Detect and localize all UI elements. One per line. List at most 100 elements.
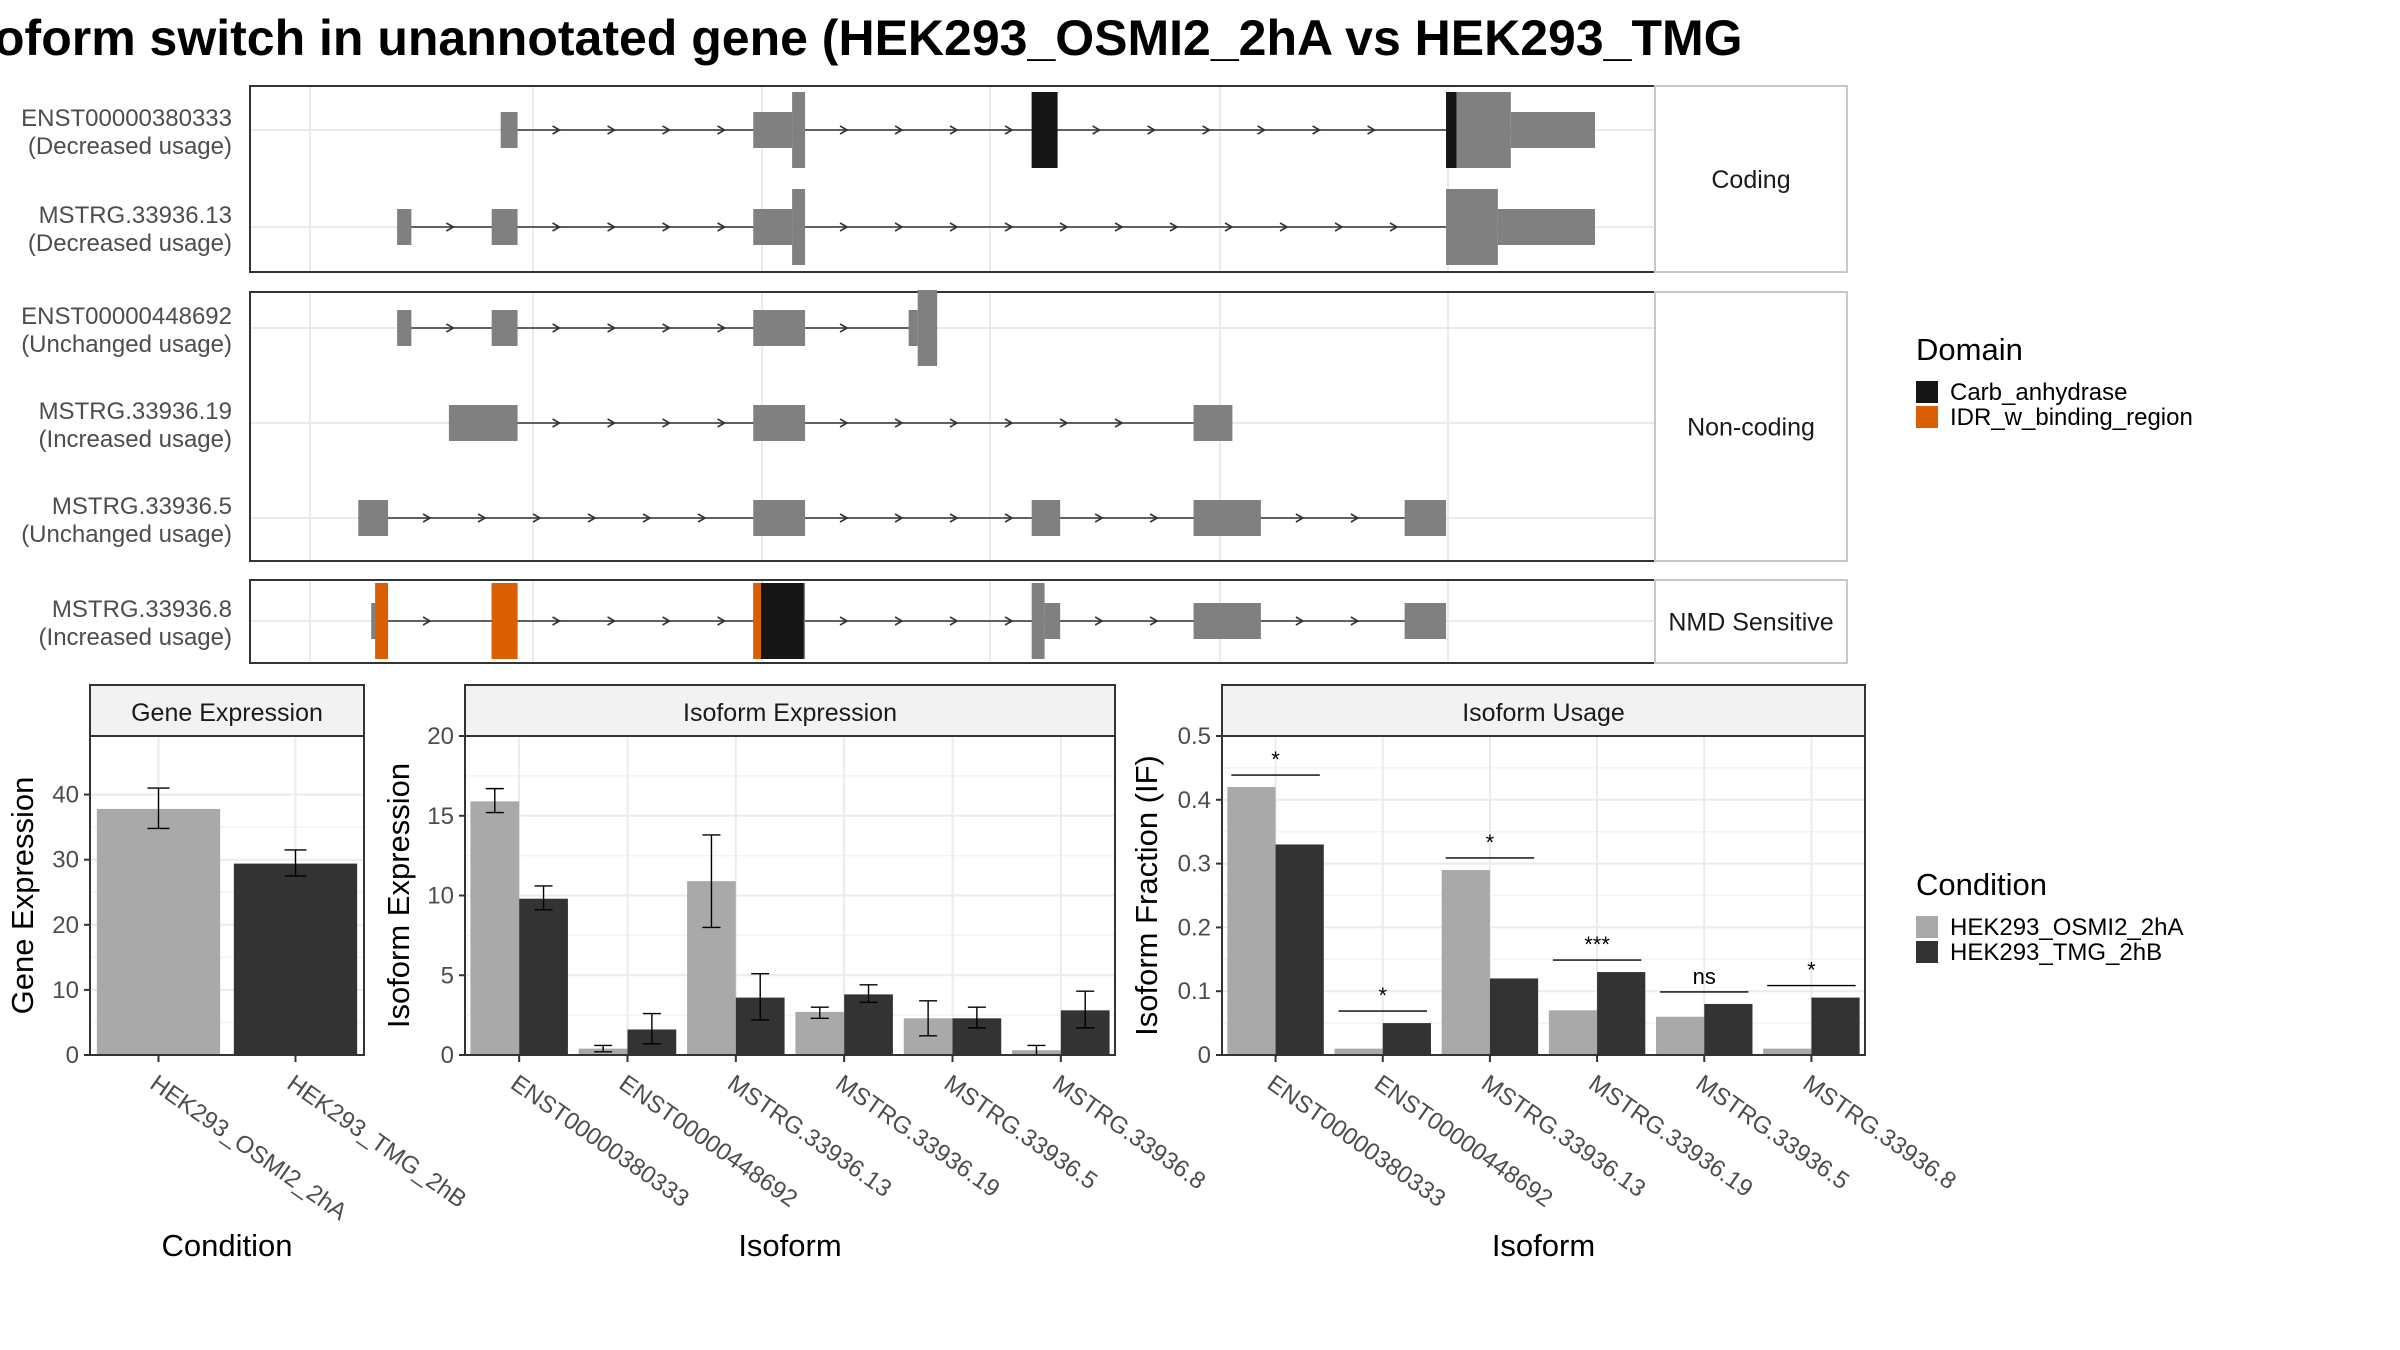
intron-arrow xyxy=(662,418,672,428)
intron-arrow xyxy=(1202,125,1212,135)
y-axis-title: Isoform Fraction (IF) xyxy=(1129,755,1164,1036)
bar xyxy=(1227,787,1276,1055)
bar-panels: Gene Expression010203040HEK293_OSMI2_2hA… xyxy=(5,684,1961,1263)
legend-label: HEK293_OSMI2_2hA xyxy=(1950,914,2183,941)
intron-arrow xyxy=(607,323,617,333)
intron-arrow xyxy=(949,418,959,428)
exon xyxy=(792,92,806,168)
intron-arrow xyxy=(587,513,597,523)
intron-arrow xyxy=(552,616,562,626)
transcript-name-label: MSTRG.33936.8 xyxy=(52,596,232,623)
legend-label: HEK293_TMG_2hB xyxy=(1950,939,2162,966)
condition-legend-title: Condition xyxy=(1916,867,2047,902)
domain-region xyxy=(375,583,389,659)
intron-arrow xyxy=(1114,222,1124,232)
exon xyxy=(1193,405,1233,441)
panel-strip xyxy=(89,684,365,737)
intron-arrow xyxy=(1004,418,1014,428)
bar xyxy=(795,1011,845,1055)
y-tick-label: 10 xyxy=(52,977,79,1004)
intron-arrow xyxy=(662,323,672,333)
significance-label: *** xyxy=(1584,932,1610,957)
y-tick-label: 40 xyxy=(52,782,79,809)
intron-arrow xyxy=(1224,222,1234,232)
exon xyxy=(1031,500,1061,536)
legend-swatch xyxy=(1916,916,1938,938)
exon xyxy=(1404,500,1447,536)
x-axis-title: Isoform xyxy=(1492,1228,1595,1263)
intron-arrow xyxy=(552,418,562,428)
significance-label: * xyxy=(1271,747,1280,772)
legend-swatch xyxy=(1916,941,1938,963)
intron-arrow xyxy=(1004,222,1014,232)
intron-arrow xyxy=(607,616,617,626)
exon xyxy=(1456,92,1511,168)
exon xyxy=(753,310,806,346)
legend-label: IDR_w_binding_region xyxy=(1950,404,2193,431)
bar-panel-2: Isoform Expression 0 5 10 15 20 ENST0000038033… xyxy=(381,684,1210,1263)
panel-border xyxy=(1221,735,1866,1056)
domain-region xyxy=(491,583,518,659)
intron-arrow xyxy=(1334,222,1344,232)
intron-arrow xyxy=(642,513,652,523)
intron-arrow xyxy=(717,418,727,428)
transcript-usage-label: (Unchanged usage) xyxy=(21,331,232,358)
transcript-name-label: ENST00000380333 xyxy=(21,105,232,132)
bar xyxy=(1656,1016,1705,1055)
bar xyxy=(1548,1010,1598,1055)
facet-panel-bg xyxy=(250,86,1655,272)
domain-region xyxy=(761,583,804,659)
bar xyxy=(470,801,520,1055)
intron-arrow xyxy=(1257,125,1267,135)
intron-arrow xyxy=(1092,125,1102,135)
panel-strip-title: Isoform Expression xyxy=(683,699,897,727)
bar xyxy=(1597,972,1646,1055)
y-axis-title: Gene Expression xyxy=(5,777,40,1015)
facet-2: NMD Sensitive MSTRG.33936.8(Increased usa… xyxy=(39,579,1848,664)
intron-arrow xyxy=(894,616,904,626)
bar xyxy=(96,808,221,1055)
significance-label: * xyxy=(1378,983,1387,1008)
transcript-usage-label: (Increased usage) xyxy=(39,426,232,453)
exon xyxy=(397,209,412,245)
intron-arrow xyxy=(477,513,487,523)
facet-strip xyxy=(1654,579,1848,664)
intron-arrow xyxy=(949,125,959,135)
domain-legend: Domain Carb_anhydraseIDR_w_binding_regio… xyxy=(1916,332,2193,431)
y-tick-label: 0.2 xyxy=(1178,914,1211,941)
intron-arrow xyxy=(607,125,617,135)
exon xyxy=(1404,603,1447,639)
x-axis-title: Isoform xyxy=(738,1228,841,1263)
legend-swatch xyxy=(1916,406,1938,428)
intron-arrow xyxy=(1312,125,1322,135)
intron-arrow xyxy=(839,323,849,333)
transcript-name-label: MSTRG.33936.13 xyxy=(39,202,232,229)
y-tick-label: 0 xyxy=(441,1042,454,1069)
intron-arrow xyxy=(894,513,904,523)
y-tick-label: 20 xyxy=(52,912,79,939)
intron-arrow xyxy=(1147,125,1157,135)
intron-arrow xyxy=(949,616,959,626)
y-tick-label: 0.3 xyxy=(1178,851,1211,878)
bar xyxy=(519,898,568,1055)
intron-arrow xyxy=(1149,616,1159,626)
intron-arrow xyxy=(1149,513,1159,523)
intron-arrow xyxy=(839,125,849,135)
intron-arrow xyxy=(839,418,849,428)
intron-arrow xyxy=(552,323,562,333)
transcript-track: MSTRG.33936.19(Increased usage) xyxy=(39,398,1233,453)
y-tick-label: 0.5 xyxy=(1178,723,1211,750)
y-tick-label: 20 xyxy=(427,723,454,750)
transcript-track: ENST00000448692(Unchanged usage) xyxy=(21,290,938,366)
bar xyxy=(1811,997,1860,1055)
intron-arrow xyxy=(894,418,904,428)
y-tick-label: 30 xyxy=(52,847,79,874)
intron-arrow xyxy=(445,323,455,333)
bar xyxy=(1704,1003,1753,1055)
bar xyxy=(1489,978,1539,1055)
exon xyxy=(1193,603,1261,639)
